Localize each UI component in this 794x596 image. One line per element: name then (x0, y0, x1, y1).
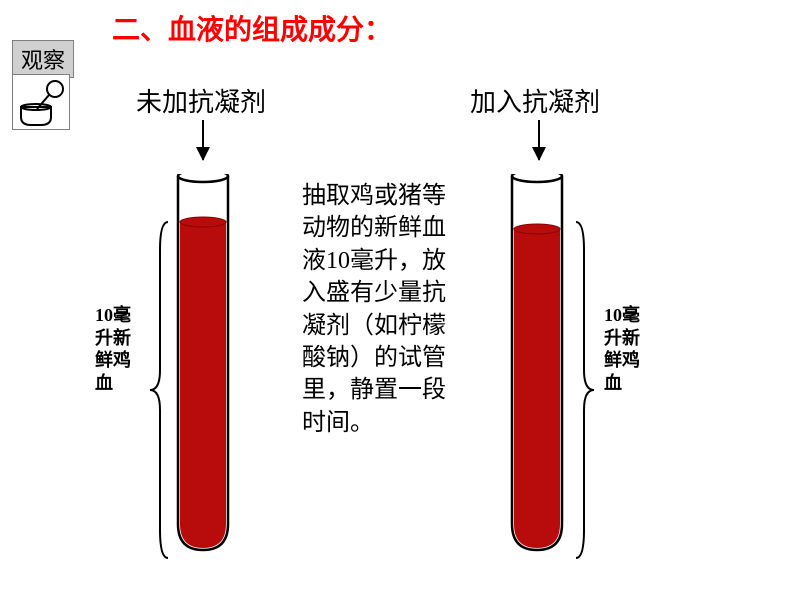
right-test-tube (510, 174, 564, 554)
left-side-label: 10毫升新鲜鸡血 (95, 304, 141, 394)
right-arrow-icon (538, 120, 540, 160)
middle-description-text: 抽取鸡或猪等动物的新鲜血液10毫升，放入盛有少量抗凝剂（如柠檬酸钠）的试管里，静… (302, 180, 462, 439)
left-tube-label: 未加抗凝剂 (136, 82, 266, 119)
right-brace-icon (572, 220, 596, 560)
right-side-label: 10毫升新鲜鸡血 (604, 304, 650, 394)
right-tube-label: 加入抗凝剂 (470, 82, 600, 119)
left-arrow-icon (202, 120, 204, 160)
left-test-tube (176, 174, 230, 554)
page-title: 二、血液的组成成分： (112, 8, 392, 48)
left-brace-icon (148, 220, 172, 560)
mortar-pestle-icon (12, 74, 70, 130)
observe-label-box: 观察 (12, 40, 74, 78)
